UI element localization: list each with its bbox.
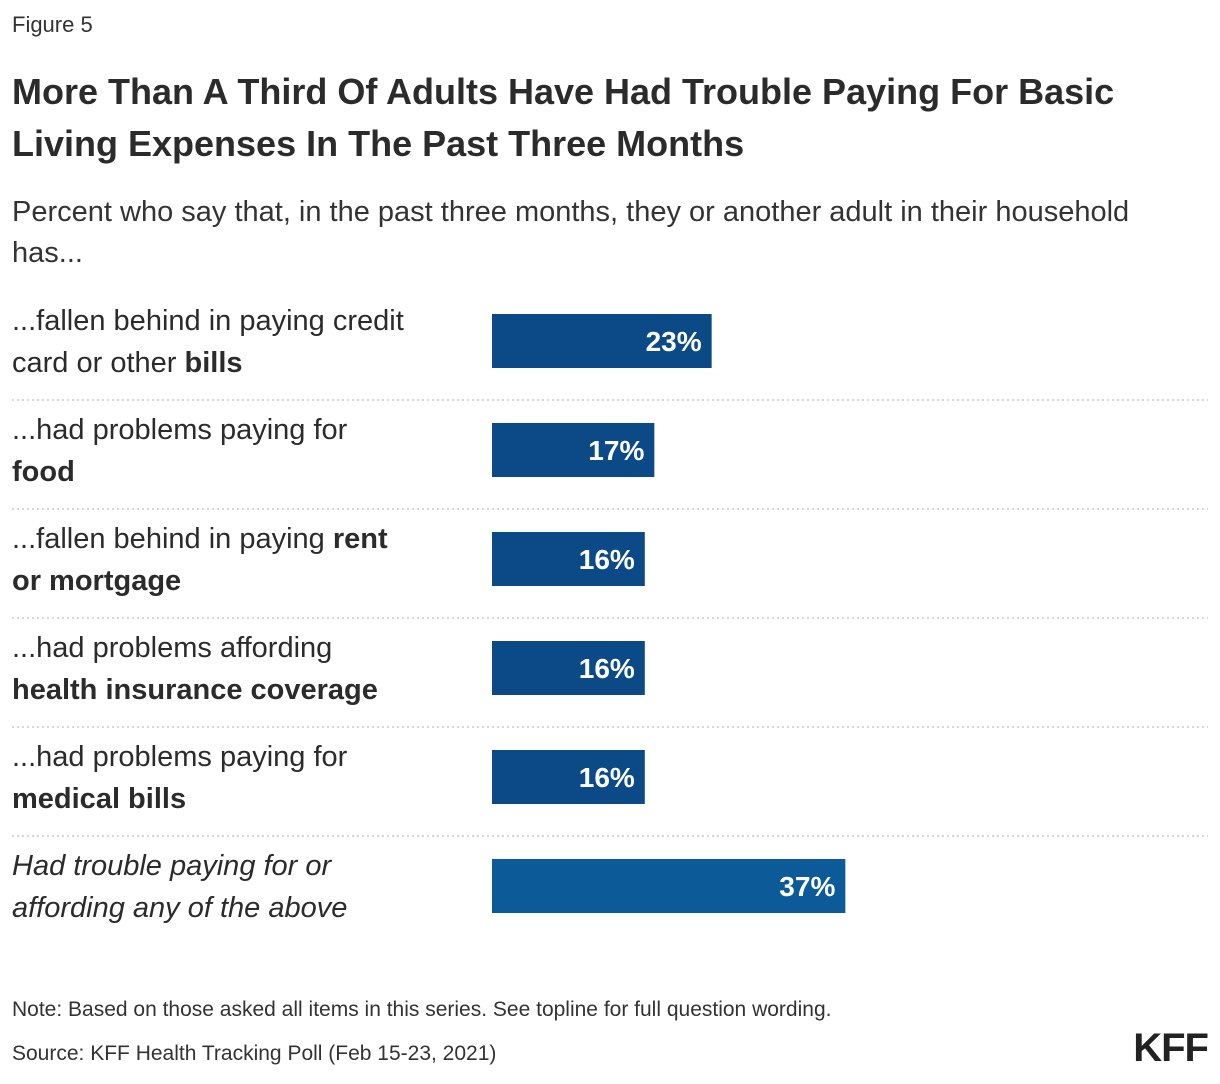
category-label: ...had problems paying for medical bills xyxy=(12,741,348,815)
bar xyxy=(492,750,645,804)
data-label: 16% xyxy=(579,762,635,793)
bar xyxy=(492,641,645,695)
chart-subtitle: Percent who say that, in the past three … xyxy=(12,196,1130,269)
kff-logo: KFF xyxy=(1133,1026,1209,1070)
bar xyxy=(492,859,846,913)
data-label: 16% xyxy=(579,653,635,684)
data-label: 17% xyxy=(588,435,644,466)
bar xyxy=(492,532,645,586)
figure-label: Figure 5 xyxy=(12,12,93,37)
category-label: ...fallen behind in paying rent or mortga… xyxy=(12,523,388,597)
bar xyxy=(492,314,712,368)
chart-title: More Than A Third Of Adults Have Had Tro… xyxy=(12,71,1115,164)
data-label: 37% xyxy=(779,871,835,902)
category-label: ...had problems affording health insuranc… xyxy=(12,632,378,706)
footer-source: Source: KFF Health Tracking Poll (Feb 15… xyxy=(12,1042,497,1065)
category-label: ...fallen behind in paying credit card or… xyxy=(12,305,404,379)
data-label: 23% xyxy=(646,326,702,357)
category-label: Had trouble paying for or affording any o… xyxy=(12,850,347,924)
bar-chart: ...fallen behind in paying credit card or… xyxy=(12,305,1208,924)
bar xyxy=(492,423,655,477)
data-label: 16% xyxy=(579,544,635,575)
footer-note: Note: Based on those asked all items in … xyxy=(12,998,832,1021)
category-label: ...had problems paying for food xyxy=(12,414,348,488)
